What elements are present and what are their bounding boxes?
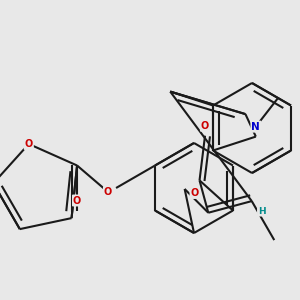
- Text: O: O: [104, 187, 112, 197]
- Text: O: O: [25, 139, 33, 149]
- Text: O: O: [190, 188, 199, 198]
- Text: N: N: [251, 122, 260, 132]
- Text: H: H: [258, 207, 266, 216]
- Text: O: O: [201, 121, 209, 131]
- Text: O: O: [73, 196, 81, 206]
